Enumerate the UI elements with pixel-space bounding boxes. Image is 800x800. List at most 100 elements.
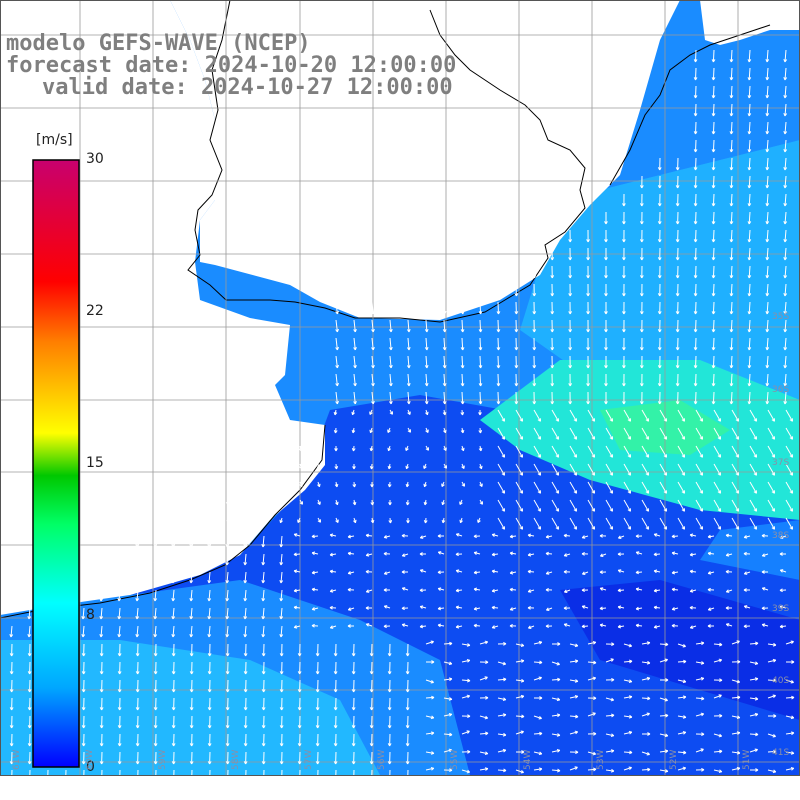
wind-arrow [154, 607, 157, 620]
wind-arrow-head [498, 311, 501, 315]
wind-arrow-head [297, 520, 301, 523]
wind-arrow-head [539, 751, 543, 755]
wind-arrow-head [329, 607, 333, 610]
wind-arrow-head [226, 616, 230, 620]
wind-arrow-head [533, 365, 537, 369]
wind-arrow-head [761, 607, 765, 611]
wind-arrow-head [605, 293, 608, 297]
wind-arrow-head [737, 659, 741, 663]
wind-arrow [695, 337, 697, 351]
wind-arrow-head [665, 713, 669, 716]
wind-arrow-head [773, 642, 777, 646]
wind-arrow [731, 427, 739, 440]
wind-arrow-head [466, 730, 470, 732]
wind-arrow-head [209, 653, 212, 657]
wind-arrow-head [389, 502, 392, 506]
wind-arrow-head [389, 653, 392, 657]
wind-arrow-head [784, 293, 788, 297]
wind-arrow-head [317, 761, 320, 765]
wind-arrow-head [424, 484, 427, 488]
wind-arrow-head [695, 131, 698, 135]
wind-arrow-head [641, 347, 644, 351]
wind-arrow [767, 409, 775, 422]
wind-arrow-head [736, 766, 740, 769]
wind-arrow [569, 660, 578, 663]
wind-arrow-head [575, 643, 579, 647]
wind-arrow [712, 157, 715, 171]
wind-arrow-head [730, 347, 734, 351]
wind-arrow [712, 175, 715, 189]
wind-arrow-head [172, 616, 176, 620]
wind-arrow-head [441, 484, 445, 487]
wind-arrow-head [316, 779, 317, 782]
wind-arrow-head [136, 562, 140, 566]
wind-arrow-head [695, 383, 698, 387]
wind-arrow-head [28, 779, 29, 782]
wind-arrow [677, 643, 686, 647]
wind-arrow [730, 49, 733, 63]
wind-arrow-head [623, 275, 626, 279]
wind-arrow-head [599, 535, 603, 538]
wind-arrow [730, 373, 733, 387]
wind-arrow-head [569, 293, 573, 297]
wind-arrow-head [485, 731, 489, 734]
wind-arrow-head [551, 311, 555, 315]
wind-arrow-head [227, 743, 230, 747]
wind-arrow-head [689, 534, 693, 538]
wind-arrow-head [371, 761, 374, 765]
wind-arrow-head [569, 401, 573, 405]
wind-arrow [731, 679, 740, 683]
wind-arrow-head [352, 412, 355, 416]
wind-arrow-head [317, 671, 320, 675]
wind-arrow-head [426, 365, 429, 369]
wind-arrow-head [641, 221, 644, 225]
wind-arrow-head [190, 562, 194, 566]
wind-arrow-head [491, 554, 496, 557]
wind-arrow-head [784, 221, 788, 225]
wind-arrow-head [755, 696, 759, 700]
wind-arrow-head [28, 634, 32, 638]
wind-arrow [785, 696, 795, 699]
wind-arrow [695, 373, 697, 387]
wind-arrow-head [119, 653, 122, 657]
wind-arrow-head [520, 659, 525, 662]
wind-arrow-head [370, 448, 374, 452]
wind-arrow-head [136, 616, 140, 620]
wind-arrow [335, 337, 338, 350]
wind-arrow [712, 319, 715, 333]
wind-arrow-head [366, 591, 370, 593]
wind-arrow-head [46, 779, 47, 782]
wind-arrow [226, 571, 229, 584]
wind-arrow-head [419, 553, 423, 556]
wind-arrow [659, 769, 668, 772]
wind-arrow-head [66, 779, 68, 782]
wind-arrow [785, 517, 793, 530]
wind-arrow-head [371, 671, 374, 675]
wind-arrow [515, 660, 524, 663]
colorbar-tick-8: 8 [86, 607, 95, 623]
wind-arrow-head [226, 562, 230, 566]
wind-arrow [784, 121, 787, 135]
wind-arrow-head [533, 275, 537, 279]
wind-arrow-head [677, 221, 680, 225]
wind-arrow [587, 427, 595, 440]
wind-arrow [533, 641, 542, 645]
wind-arrow-head [719, 733, 723, 737]
wind-arrow [497, 714, 506, 717]
wind-arrow-head [455, 626, 460, 629]
wind-arrow-head [263, 671, 266, 675]
wind-arrow-head [462, 429, 465, 434]
wind-arrow [784, 247, 787, 261]
wind-arrow-head [784, 239, 788, 243]
wind-arrow-head [779, 626, 784, 629]
wind-arrow-head [712, 257, 716, 261]
colorbar [32, 159, 80, 768]
wind-arrow-head [353, 707, 356, 711]
wind-arrow [479, 337, 482, 351]
wind-arrow-head [29, 689, 32, 693]
wind-arrow-head [371, 743, 374, 747]
wind-arrow [766, 175, 769, 189]
wind-arrow-head [300, 779, 302, 782]
wind-arrow [749, 481, 757, 494]
wind-arrow [641, 409, 649, 422]
